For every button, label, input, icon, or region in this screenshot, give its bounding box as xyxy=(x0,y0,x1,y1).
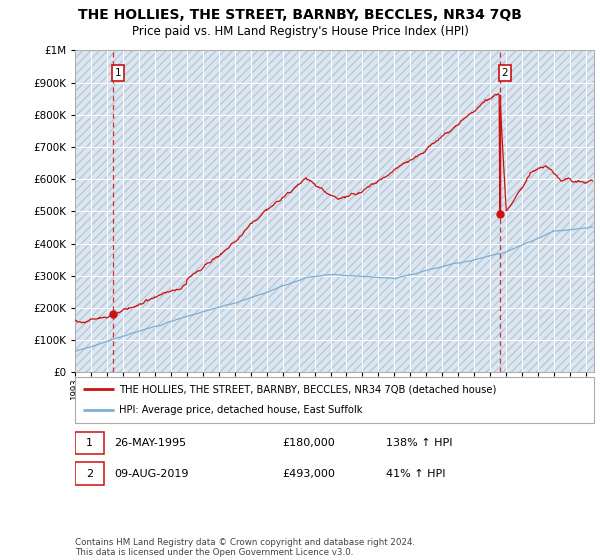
Text: Contains HM Land Registry data © Crown copyright and database right 2024.
This d: Contains HM Land Registry data © Crown c… xyxy=(75,538,415,557)
Text: 2: 2 xyxy=(86,469,93,479)
FancyBboxPatch shape xyxy=(75,432,104,454)
Text: 2: 2 xyxy=(502,68,508,78)
Text: 1: 1 xyxy=(115,68,121,78)
Text: £493,000: £493,000 xyxy=(283,469,335,479)
Text: HPI: Average price, detached house, East Suffolk: HPI: Average price, detached house, East… xyxy=(119,405,362,416)
Text: 26-MAY-1995: 26-MAY-1995 xyxy=(114,438,186,448)
Text: 138% ↑ HPI: 138% ↑ HPI xyxy=(386,438,453,448)
Text: 09-AUG-2019: 09-AUG-2019 xyxy=(114,469,188,479)
Text: 1: 1 xyxy=(86,438,93,448)
FancyBboxPatch shape xyxy=(75,377,594,423)
Text: 41% ↑ HPI: 41% ↑ HPI xyxy=(386,469,446,479)
Text: £180,000: £180,000 xyxy=(283,438,335,448)
Text: THE HOLLIES, THE STREET, BARNBY, BECCLES, NR34 7QB (detached house): THE HOLLIES, THE STREET, BARNBY, BECCLES… xyxy=(119,384,496,394)
Text: THE HOLLIES, THE STREET, BARNBY, BECCLES, NR34 7QB: THE HOLLIES, THE STREET, BARNBY, BECCLES… xyxy=(78,8,522,22)
FancyBboxPatch shape xyxy=(75,463,104,485)
Text: Price paid vs. HM Land Registry's House Price Index (HPI): Price paid vs. HM Land Registry's House … xyxy=(131,25,469,38)
